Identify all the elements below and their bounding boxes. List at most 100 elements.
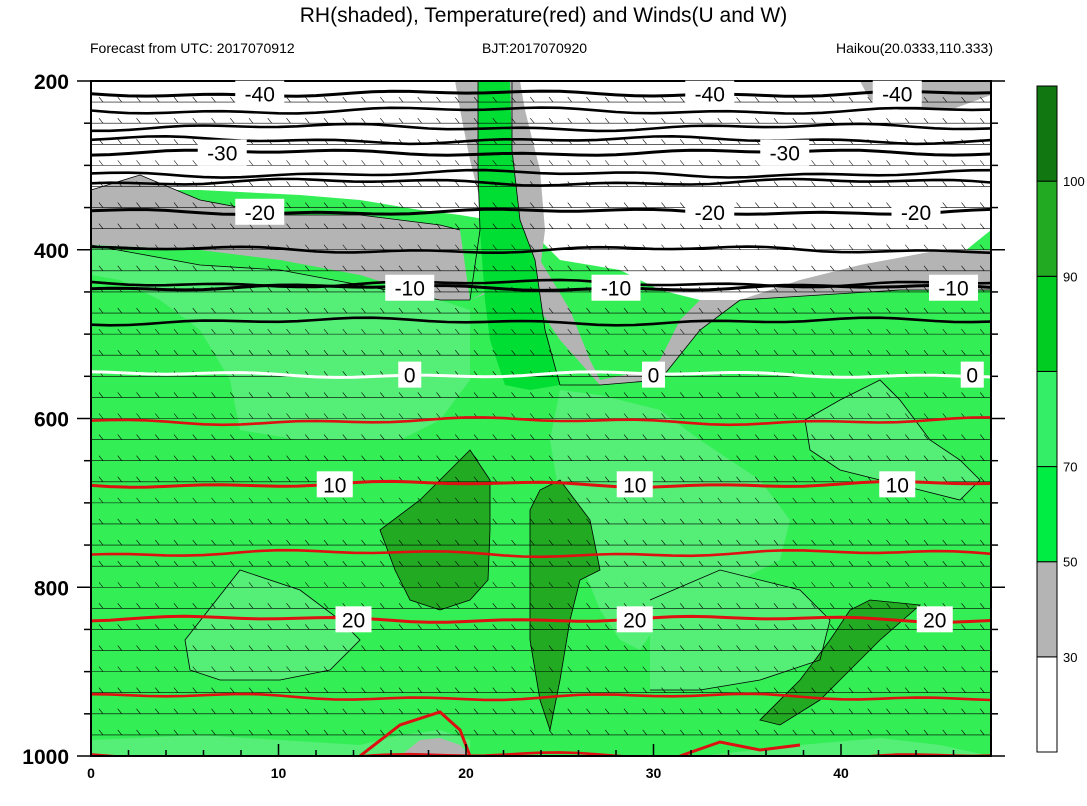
wind-barb (736, 539, 741, 546)
wind-barb (323, 202, 329, 208)
wind-barb (586, 392, 591, 398)
wind-barb (305, 666, 310, 672)
wind-barb (98, 729, 104, 736)
wind-barb (136, 582, 141, 588)
wind-barb (867, 729, 872, 736)
wind-barb (398, 96, 404, 103)
wind-barb (642, 350, 647, 356)
wind-barb (905, 624, 910, 630)
temperature-contour--10 (91, 283, 991, 292)
wind-barb (886, 582, 891, 588)
wind-barb (736, 497, 741, 504)
wind-barb (961, 350, 966, 356)
wind-barb (323, 687, 329, 693)
wind-barb (923, 413, 929, 419)
wind-barb (736, 582, 741, 588)
wind-barb (455, 160, 460, 166)
wind-barb (867, 202, 872, 208)
wind-barb (848, 307, 854, 314)
rh-dark-cell-center (530, 480, 600, 730)
contour-label: 10 (886, 474, 909, 497)
wind-barb (380, 666, 385, 672)
wind-barb (267, 476, 272, 482)
wind-barb (736, 413, 741, 419)
wind-barb (830, 729, 835, 736)
wind-barb (548, 202, 554, 208)
wind-barb (886, 560, 891, 567)
wind-barb (173, 603, 179, 609)
wind-barb (398, 181, 404, 187)
contour-label-box (335, 606, 372, 633)
wind-barb (586, 118, 591, 124)
wind-barb (605, 392, 610, 398)
wind-barb (548, 687, 554, 693)
wind-barb (886, 645, 891, 651)
wind-barb (173, 96, 179, 103)
wind-barb (192, 307, 197, 314)
wind-barb (773, 539, 779, 546)
contour-label-box (616, 471, 653, 498)
wind-barb (117, 603, 122, 609)
wind-barb (661, 202, 666, 208)
wind-barb (155, 96, 160, 103)
wind-barb (173, 139, 179, 145)
wind-barb (773, 392, 779, 398)
wind-barb (680, 687, 685, 693)
wind-barb (473, 603, 479, 609)
wind-barb (830, 413, 835, 419)
wind-barb (755, 181, 760, 187)
contour-label-box (891, 198, 941, 225)
contour-label: -20 (901, 202, 931, 225)
wind-barb (492, 392, 497, 398)
wind-barb (380, 603, 385, 609)
wind-barb (830, 350, 835, 356)
wind-barb (305, 645, 310, 651)
wind-barb (398, 328, 404, 335)
wind-barb (548, 160, 554, 166)
wind-barb (173, 518, 179, 525)
wind-barb (417, 645, 422, 651)
wind-barb (923, 560, 929, 567)
wind-barb (773, 328, 779, 335)
wind-barb (942, 96, 947, 103)
wind-barb (680, 118, 685, 124)
wind-barb (605, 560, 610, 567)
wind-barb (342, 202, 347, 208)
wind-barb (492, 666, 497, 672)
wind-barb (605, 350, 610, 356)
wind-barb (380, 202, 385, 208)
wind-barb (455, 666, 460, 672)
wind-barb (492, 603, 497, 609)
wind-barb (905, 265, 910, 272)
wind-barb (980, 118, 985, 124)
wind-barb (830, 181, 835, 187)
wind-barb (98, 518, 104, 525)
wind-barb (492, 645, 497, 651)
wind-barb (211, 434, 216, 440)
wind-barb (792, 666, 797, 672)
wind-barb (642, 265, 647, 272)
wind-barb (211, 582, 216, 588)
wind-barb-rows (91, 96, 991, 736)
contour-label-box (872, 80, 922, 107)
contour-label-box (929, 274, 978, 301)
wind-barb (530, 624, 535, 630)
wind-barb (905, 708, 910, 714)
wind-barb (980, 392, 985, 398)
wind-barb (755, 455, 760, 461)
wind-barb (811, 350, 816, 356)
wind-barb (680, 434, 685, 440)
wind-barb (530, 603, 535, 609)
wind-barb (867, 582, 872, 588)
temperature-line (91, 122, 991, 133)
wind-barb (980, 603, 985, 609)
wind-barb (211, 223, 216, 229)
contour-label: -10 (938, 278, 968, 301)
wind-barb (736, 687, 741, 693)
wind-barb (267, 539, 272, 546)
wind-barb (455, 392, 460, 398)
wind-barb (961, 202, 966, 208)
wind-barb (361, 582, 366, 588)
wind-barb (811, 160, 816, 166)
